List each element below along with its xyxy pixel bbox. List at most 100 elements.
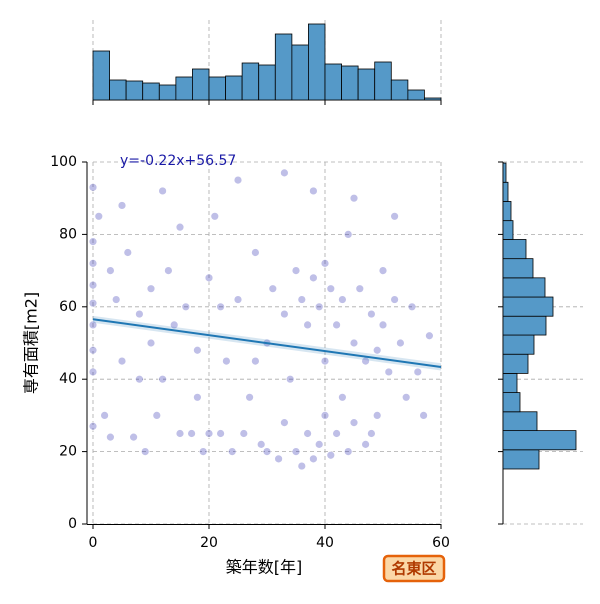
hist-bar bbox=[502, 430, 577, 451]
point bbox=[221, 356, 231, 366]
point bbox=[250, 248, 260, 257]
point bbox=[366, 309, 376, 319]
point bbox=[88, 182, 98, 192]
point bbox=[187, 429, 197, 438]
x-tick-label: 0 bbox=[89, 535, 98, 551]
point bbox=[274, 454, 284, 464]
hist-bar bbox=[502, 258, 534, 279]
point bbox=[216, 429, 226, 438]
x-axis-label: 築年数[年] bbox=[226, 558, 303, 577]
point bbox=[349, 418, 359, 428]
hist-bar bbox=[407, 89, 425, 101]
hist-bar bbox=[109, 79, 127, 101]
point bbox=[303, 320, 313, 330]
hist-bar bbox=[502, 162, 507, 183]
point bbox=[337, 295, 347, 304]
y-tick-label: 0 bbox=[68, 516, 77, 532]
point bbox=[175, 222, 185, 232]
point bbox=[343, 229, 353, 239]
hist-bar bbox=[274, 33, 293, 101]
x-tick-label: 60 bbox=[432, 535, 450, 551]
point bbox=[384, 367, 394, 377]
point bbox=[424, 331, 434, 341]
point bbox=[401, 392, 411, 402]
point bbox=[366, 429, 376, 438]
hist-bar bbox=[502, 201, 512, 222]
point bbox=[279, 418, 289, 428]
point bbox=[233, 295, 243, 304]
hist-bar bbox=[92, 50, 110, 101]
point bbox=[210, 211, 220, 221]
hist-bar bbox=[424, 97, 442, 101]
point bbox=[419, 410, 429, 420]
point bbox=[413, 367, 423, 377]
hist-bar bbox=[374, 61, 392, 101]
point bbox=[88, 367, 98, 377]
point bbox=[308, 454, 318, 464]
point bbox=[169, 320, 179, 330]
hist-bar bbox=[142, 82, 160, 101]
point bbox=[378, 320, 388, 330]
point bbox=[227, 447, 237, 457]
hist-bar bbox=[357, 68, 376, 101]
point bbox=[88, 237, 98, 247]
hist-bar bbox=[158, 84, 177, 101]
point bbox=[245, 392, 255, 402]
point bbox=[140, 447, 150, 457]
hist-bar bbox=[241, 62, 260, 101]
point bbox=[146, 284, 156, 294]
point bbox=[268, 284, 278, 294]
point bbox=[158, 374, 168, 384]
y-tick-label: 80 bbox=[59, 226, 77, 242]
hist-bar bbox=[502, 239, 527, 260]
badge-box bbox=[382, 554, 446, 583]
point bbox=[308, 186, 318, 196]
point bbox=[192, 392, 202, 402]
point bbox=[320, 410, 330, 420]
point bbox=[88, 421, 98, 431]
point bbox=[349, 338, 359, 348]
point bbox=[88, 280, 98, 290]
point bbox=[175, 429, 185, 438]
hist-bar bbox=[502, 353, 529, 374]
hist-bar bbox=[175, 76, 193, 101]
hist-bar bbox=[502, 315, 547, 336]
point bbox=[361, 439, 371, 449]
hist-bar bbox=[502, 277, 546, 298]
point bbox=[204, 429, 214, 438]
point bbox=[204, 273, 214, 283]
point bbox=[355, 284, 365, 294]
hist-bar bbox=[291, 44, 309, 101]
point bbox=[146, 338, 156, 348]
hist-bar bbox=[308, 23, 326, 101]
point bbox=[291, 447, 301, 457]
point bbox=[88, 320, 98, 330]
point bbox=[390, 295, 400, 304]
point bbox=[314, 439, 324, 449]
y-tick-label: 60 bbox=[59, 299, 77, 315]
point bbox=[314, 302, 324, 312]
point bbox=[378, 266, 388, 276]
regression-line bbox=[92, 318, 442, 368]
point bbox=[152, 410, 162, 420]
point bbox=[279, 309, 289, 319]
point bbox=[181, 302, 191, 312]
point bbox=[343, 447, 353, 457]
hist-bar bbox=[502, 449, 540, 470]
hist-bar bbox=[502, 220, 514, 240]
point bbox=[320, 356, 330, 366]
point bbox=[297, 295, 307, 304]
point bbox=[262, 447, 272, 457]
point bbox=[134, 374, 144, 384]
point bbox=[326, 284, 336, 294]
point bbox=[216, 302, 226, 312]
point bbox=[111, 295, 121, 304]
point bbox=[100, 410, 109, 420]
point bbox=[256, 439, 266, 449]
point bbox=[303, 429, 313, 438]
hist-bar bbox=[192, 68, 210, 101]
hist-bar bbox=[502, 296, 554, 317]
point bbox=[106, 432, 115, 442]
